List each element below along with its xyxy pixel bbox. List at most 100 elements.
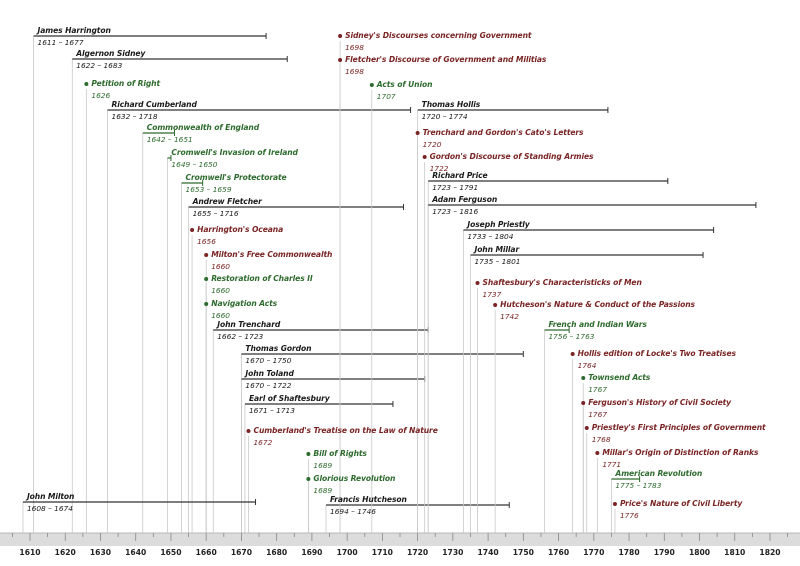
event-label-glorious: Glorious Revolution [313, 474, 396, 483]
axis-tick-label: 1800 [688, 548, 711, 557]
event-dates-protectorate: 1653 – 1659 [185, 185, 232, 194]
axis-tick-label: 1710 [371, 548, 393, 557]
event-dates-harrington: 1611 – 1677 [37, 38, 84, 47]
event-label-toland: John Toland [245, 369, 294, 378]
event-label-price_nature: Price's Nature of Civil Liberty [619, 499, 743, 508]
axis-tick-label: 1660 [195, 548, 217, 557]
axis-tick-label: 1810 [724, 548, 746, 557]
axis-tick-label: 1720 [407, 548, 429, 557]
event-dates-american_rev: 1775 – 1783 [615, 481, 662, 490]
axis-tick-label: 1610 [19, 548, 41, 557]
event-label-sidney: Algernon Sidney [76, 49, 146, 58]
axis-tick-label: 1740 [477, 548, 499, 557]
axis-tick-label: 1760 [547, 548, 570, 557]
event-label-navigation: Navigation Acts [211, 299, 278, 308]
event-dates-millar: 1735 – 1801 [474, 257, 521, 266]
event-dot-union [369, 83, 374, 87]
axis-tick-label: 1770 [583, 548, 605, 557]
event-dot-shaft_char [475, 281, 480, 285]
event-dates-fletcher: 1655 – 1716 [192, 209, 239, 218]
event-dot-glorious [306, 477, 311, 481]
event-dates-french_indian: 1756 – 1763 [548, 332, 595, 341]
axis-tick-label: 1790 [653, 548, 675, 557]
event-label-french_indian: French and Indian Wars [548, 320, 647, 329]
axis-tick-label: 1640 [125, 548, 147, 557]
event-dates-bill_rights: 1689 [313, 461, 333, 470]
event-label-standing: Gordon's Discourse of Standing Armies [429, 152, 594, 161]
event-dates-glorious: 1689 [313, 486, 333, 495]
event-dates-oceana: 1656 [197, 237, 216, 246]
event-dates-hutch_nature: 1742 [500, 312, 519, 321]
event-label-restoration: Restoration of Charles II [211, 274, 313, 283]
event-label-harrington: James Harrington [37, 26, 111, 35]
event-dot-fletcher_disc [338, 58, 343, 62]
event-label-cumberland: Richard Cumberland [111, 100, 197, 109]
axis-band [0, 533, 800, 546]
event-dates-milton_free: 1660 [211, 262, 230, 271]
axis-tick-label: 1700 [336, 548, 358, 557]
event-dates-hollis_locke: 1764 [577, 361, 597, 370]
event-dates-sidney_disc: 1698 [345, 43, 364, 52]
event-label-ferg_history: Ferguson's History of Civil Society [588, 398, 732, 407]
event-label-cumb_treatise: Cumberland's Treatise on the Law of Natu… [253, 426, 438, 435]
event-dot-cumb_treatise [246, 429, 251, 433]
event-dates-townsend: 1767 [588, 385, 608, 394]
event-label-hutch_nature: Hutcheson's Nature & Conduct of the Pass… [500, 300, 695, 309]
axis-tick-label: 1670 [230, 548, 252, 557]
axis-tick-label: 1820 [759, 548, 781, 557]
event-label-price: Richard Price [432, 171, 488, 180]
axis-tick-label: 1690 [301, 548, 323, 557]
axis-tick-label: 1730 [442, 548, 464, 557]
event-dates-shaft_char: 1737 [482, 290, 502, 299]
event-dates-price: 1723 – 1791 [432, 183, 479, 192]
axis-tick-label: 1750 [512, 548, 534, 557]
event-dot-oceana [190, 228, 195, 232]
event-label-millar_origin: Millar's Origin of Distinction of Ranks [602, 448, 759, 457]
event-dot-ferg_history [581, 401, 586, 405]
event-dates-petition: 1626 [91, 91, 111, 100]
event-dot-hutch_nature [493, 303, 498, 307]
event-label-bill_rights: Bill of Rights [313, 449, 367, 458]
event-label-hollis_locke: Hollis edition of Locke's Two Treatises [577, 349, 736, 358]
event-dates-restoration: 1660 [211, 286, 230, 295]
event-dot-milton_free [204, 253, 209, 257]
event-label-hollis: Thomas Hollis [421, 100, 481, 109]
event-label-commonwealth: Commonwealth of England [146, 123, 260, 132]
event-label-fletcher_disc: Fletcher's Discourse of Government and M… [345, 55, 547, 64]
axis-tick-label: 1680 [266, 548, 288, 557]
event-dates-cumb_treatise: 1672 [253, 438, 273, 447]
event-label-townsend: Townsend Acts [588, 373, 651, 382]
event-dates-commonwealth: 1642 – 1651 [146, 135, 193, 144]
event-label-ireland: Cromwell's Invasion of Ireland [171, 148, 298, 157]
event-dates-union: 1707 [376, 92, 396, 101]
event-label-milton_free: Milton's Free Commonwealth [211, 250, 333, 259]
event-dates-ferg_history: 1767 [588, 410, 608, 419]
event-label-ferguson: Adam Ferguson [432, 195, 498, 204]
event-label-gordon: Thomas Gordon [245, 344, 312, 353]
event-dates-cumberland: 1632 – 1718 [111, 112, 158, 121]
event-label-shaftesbury: Earl of Shaftesbury [248, 394, 330, 403]
event-dates-millar_origin: 1771 [602, 460, 622, 469]
event-label-millar: John Millar [474, 245, 520, 254]
event-label-oceana: Harrington's Oceana [197, 225, 284, 234]
event-dot-standing [422, 155, 427, 159]
event-dates-ferguson: 1723 – 1816 [432, 207, 479, 216]
event-dot-hollis_locke [570, 352, 575, 356]
axis-tick-label: 1650 [160, 548, 182, 557]
event-label-catos: Trenchard and Gordon's Cato's Letters [422, 128, 584, 137]
event-dates-gordon: 1670 – 1750 [245, 356, 292, 365]
event-label-milton: John Milton [26, 492, 75, 501]
event-dot-catos [415, 131, 420, 135]
axis-tick-label: 1780 [618, 548, 640, 557]
event-label-union: Acts of Union [376, 80, 433, 89]
event-dot-restoration [204, 277, 209, 281]
event-dot-townsend [581, 376, 586, 380]
event-dates-price_nature: 1776 [619, 511, 639, 520]
event-dates-fletcher_disc: 1698 [345, 67, 364, 76]
event-dates-milton: 1608 – 1674 [26, 504, 73, 513]
event-label-priestley_first: Priestley's First Principles of Governme… [591, 423, 766, 432]
event-label-protectorate: Cromwell's Protectorate [185, 173, 287, 182]
event-label-petition: Petition of Right [91, 79, 161, 88]
event-dot-petition [84, 82, 89, 86]
